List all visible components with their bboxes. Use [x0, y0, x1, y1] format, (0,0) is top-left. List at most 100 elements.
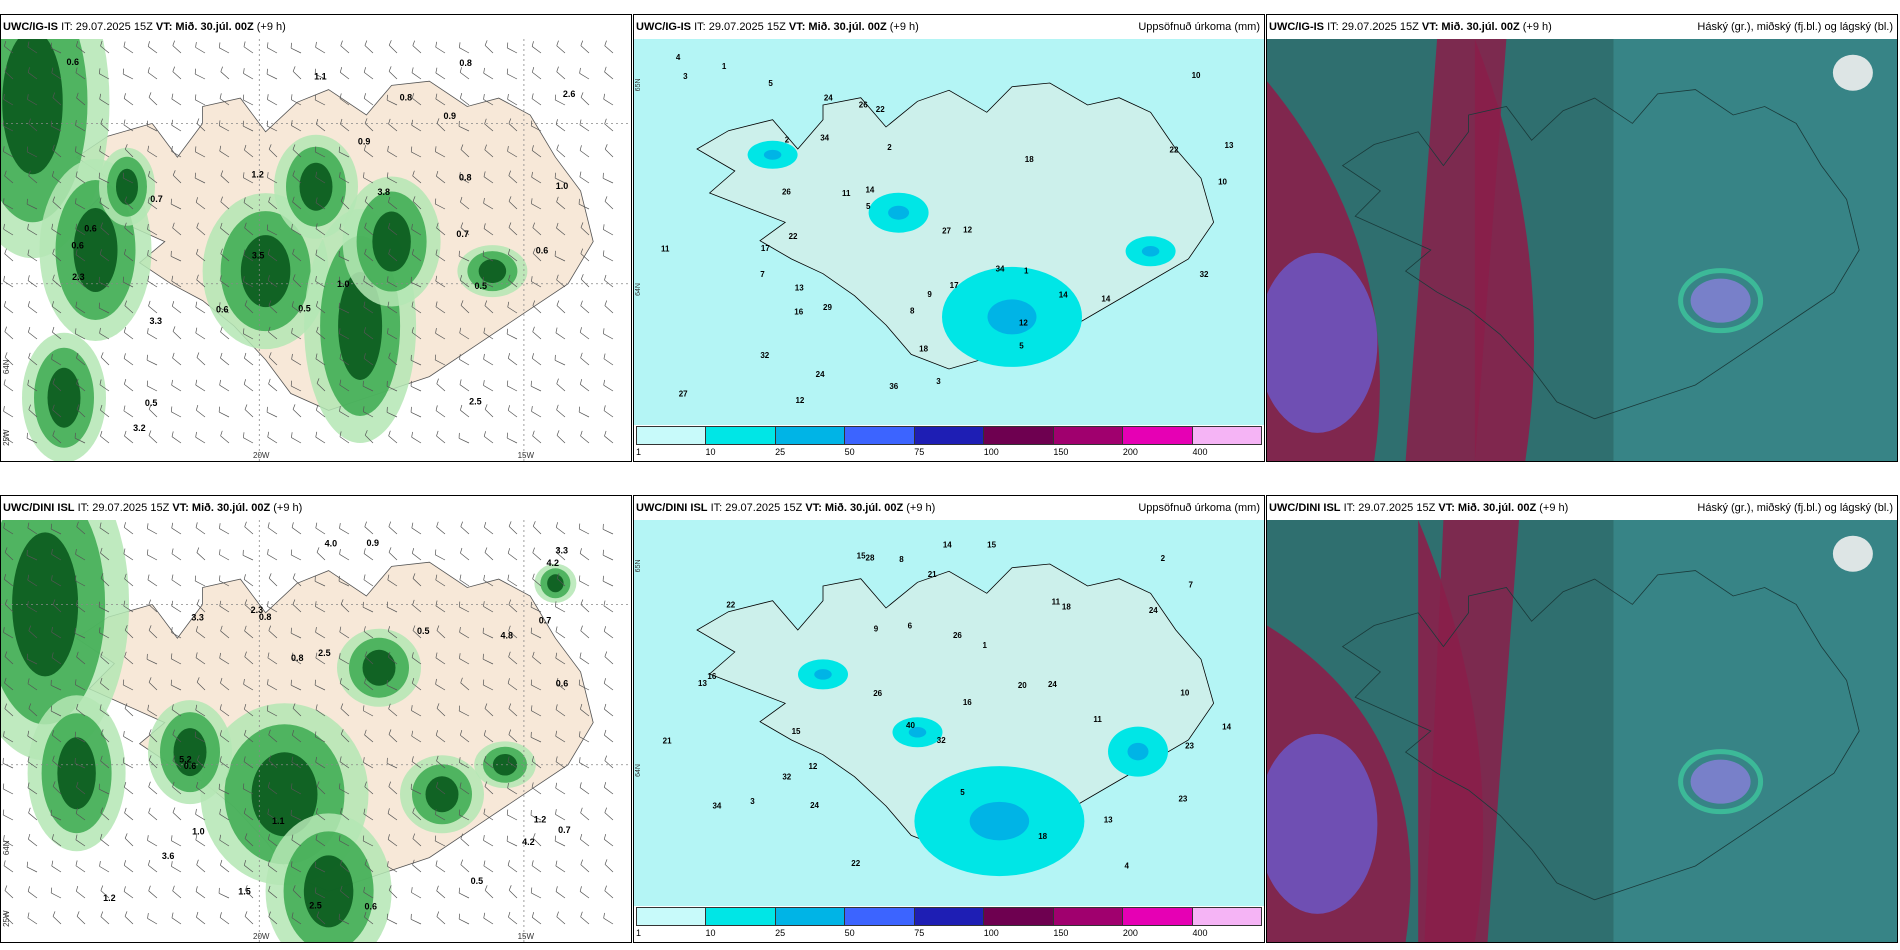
- wind-barb: [220, 859, 230, 873]
- wind-barb: [435, 249, 446, 262]
- wind-barb: [267, 249, 278, 262]
- wind-barb: [531, 782, 542, 795]
- wind-barb: [147, 835, 158, 847]
- rain-area-heavy: [478, 259, 507, 284]
- wind-barb: [482, 276, 494, 288]
- wind-barb: [172, 352, 182, 366]
- wind-barb: [267, 679, 278, 691]
- map-area[interactable]: 10 5 4 15 18 21 21 24 13 16 23 16 14 11 18 15 15 14 13 32 24…: [634, 520, 1264, 906]
- wind-barb: [602, 523, 614, 535]
- wind-barb: [266, 705, 278, 717]
- wind-barb: [508, 222, 518, 236]
- rain-value-label: 4.2: [522, 837, 535, 847]
- wind-barb: [555, 652, 566, 665]
- wind-barb: [98, 276, 110, 288]
- init-time: IT: 29.07.2025 15Z: [710, 502, 803, 514]
- model-name: UWC/IG-IS: [636, 21, 691, 33]
- wind-barb: [124, 144, 134, 158]
- wind-barb: [484, 144, 494, 158]
- precip-value-label: 2: [887, 143, 892, 152]
- map-area[interactable]: [1267, 39, 1897, 461]
- rain-value-label: 0.6: [364, 902, 377, 912]
- wind-barb: [459, 67, 470, 80]
- rain-value-label: 0.5: [298, 303, 311, 313]
- wind-barb: [122, 172, 134, 184]
- wind-barb: [171, 275, 182, 288]
- wind-barb: [435, 600, 446, 613]
- wind-barb: [147, 328, 158, 340]
- wind-barb: [147, 250, 158, 262]
- wind-barb: [435, 41, 446, 54]
- wind-barb: [338, 146, 350, 158]
- wind-barb: [460, 677, 470, 691]
- wind-barb: [386, 380, 398, 392]
- map-area[interactable]: [1267, 520, 1897, 942]
- model-name: UWC/DINI ISL: [3, 502, 75, 514]
- map-area[interactable]: 3.3 2.3 4.8 0.7 1.0 1.2 0.6 0.9 1.2 3.3 0.5 0.6 5.2 4…: [1, 496, 631, 942]
- wind-barb: [3, 379, 14, 392]
- cloud-edge: [1678, 268, 1764, 334]
- wind-barb: [411, 92, 422, 106]
- colorbar-swatch: [914, 427, 985, 444]
- wind-barb: [148, 625, 158, 639]
- wind-barb: [291, 327, 302, 340]
- wind-barb: [196, 677, 206, 691]
- wind-barb: [460, 222, 470, 236]
- wind-barb: [555, 601, 566, 613]
- precip-value-label: 4: [676, 53, 681, 62]
- wind-barb: [580, 352, 590, 366]
- precip-value-label: 26: [782, 187, 791, 196]
- colorbar-tick-label: 400: [1192, 447, 1208, 457]
- wind-barb: [292, 144, 302, 158]
- wind-barb: [531, 860, 542, 873]
- wind-barb: [580, 40, 590, 54]
- wind-barb: [219, 93, 230, 106]
- wind-barb: [98, 783, 110, 795]
- panel-clouds-dini: UWC/DINI ISL IT: 29.07.2025 15Z VT: Mið.…: [1266, 495, 1898, 943]
- wind-barb: [76, 274, 86, 288]
- valid-label: VT:: [805, 502, 822, 514]
- wind-barb: [76, 651, 86, 665]
- wind-barb: [436, 378, 446, 392]
- wind-barb: [411, 327, 422, 340]
- wind-barb: [458, 120, 470, 132]
- wind-barb: [315, 626, 326, 639]
- map-area[interactable]: 3 4 11 10 13 12 22 29 27 14 16 12 12 7 9 11 8 32 34 14 10 18 2…: [634, 39, 1264, 425]
- wind-barb: [507, 548, 518, 561]
- wind-barb: [267, 601, 278, 613]
- wind-barb: [555, 704, 566, 717]
- map-area[interactable]: 2.3 0.7 0.9 0.6 0.5 0.7 0.8 0.6 3.3 1.0 0.8 0.6 2.5 3…: [1, 15, 631, 461]
- valid-time: Mið. 30.júl. 00Z: [1457, 502, 1537, 514]
- wind-barb: [340, 599, 350, 613]
- rain-value-label: 1.2: [251, 170, 264, 180]
- wind-barb: [387, 328, 398, 340]
- wind-barb: [2, 783, 14, 795]
- wind-barb: [579, 327, 590, 340]
- wind-barb: [148, 729, 158, 743]
- wind-barb: [530, 627, 542, 639]
- wind-barb: [340, 807, 350, 821]
- rain-value-label: 0.6: [536, 245, 549, 255]
- light-precip-over-land: [697, 83, 1214, 369]
- wind-barb: [27, 41, 38, 54]
- wind-barb: [124, 430, 134, 444]
- wind-barb: [123, 405, 134, 418]
- rain-value-label: 0.7: [150, 194, 163, 204]
- wind-barb: [243, 379, 254, 392]
- wind-barb: [602, 172, 614, 184]
- wind-barb: [363, 757, 374, 769]
- wind-barb: [28, 833, 38, 847]
- wind-barb: [76, 404, 86, 418]
- wind-barb: [339, 626, 350, 639]
- precip-colorbar-labels: 1 10 25 50 75 100 150 200 400: [636, 447, 1262, 459]
- wind-barb: [314, 146, 326, 158]
- colorbar-tick-label: 75: [914, 928, 925, 938]
- lead-time: (+9 h): [889, 21, 919, 33]
- model-name: UWC/DINI ISL: [1269, 502, 1341, 514]
- wind-barb: [482, 653, 494, 665]
- precip-value-label: 24: [816, 370, 825, 379]
- cloud-map: [1267, 520, 1897, 942]
- rain-value-label: 4.2: [546, 558, 559, 568]
- wind-barb: [602, 549, 614, 561]
- wind-barb: [508, 729, 518, 743]
